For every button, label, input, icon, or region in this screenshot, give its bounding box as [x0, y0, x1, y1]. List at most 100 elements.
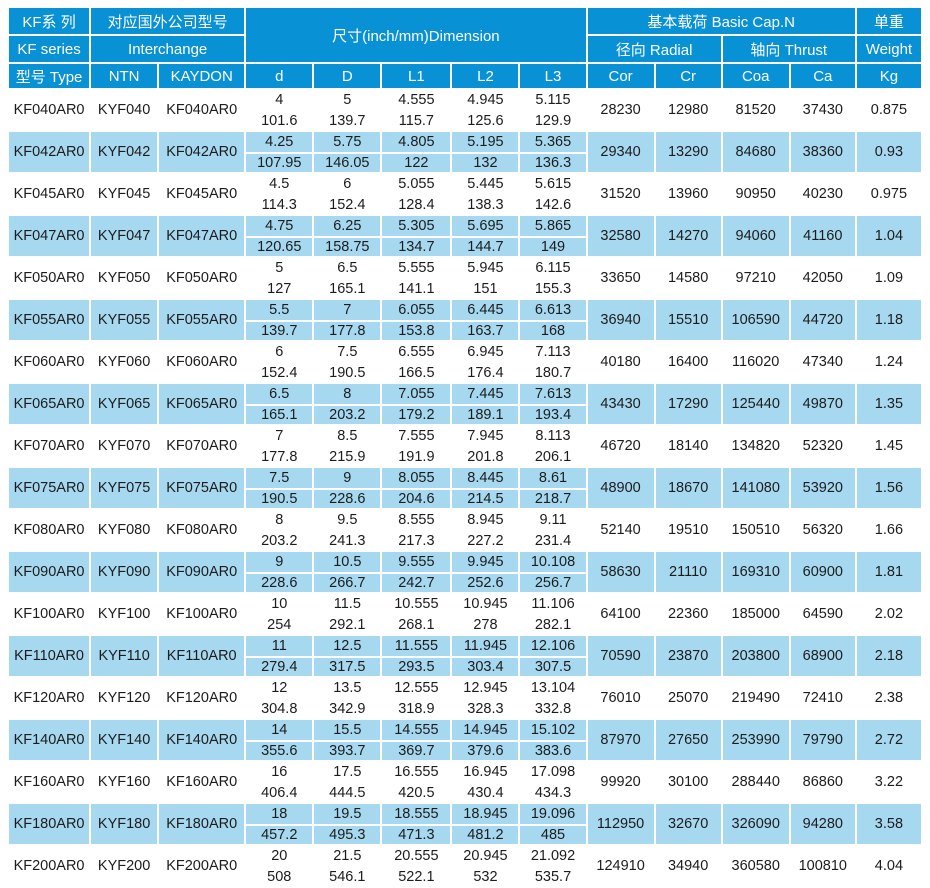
dimension-mm-value: 241.3 [329, 533, 366, 549]
dimension-inch-value: 6.5 [246, 384, 313, 406]
header-col-cr: Cr [655, 64, 721, 88]
dimension-mm-value: 293.5 [398, 659, 435, 675]
dimension-cell-D: 11.5 292.1 [314, 594, 381, 634]
dimension-inch-value: 6.055 [382, 300, 451, 322]
ca-cell: 64590 [790, 594, 855, 634]
coa-cell: 185000 [722, 594, 789, 634]
model-type-cell: KF040AR0 [9, 90, 90, 130]
dimension-mm-value: 128.4 [398, 197, 435, 213]
coa-cell: 90950 [722, 174, 789, 214]
kg-cell: 1.56 [856, 468, 921, 508]
table-row: KF075AR0 KYF075 KF075AR0 7.5 190.5 9 228.6 8.05… [9, 468, 921, 508]
coa-cell: 94060 [722, 216, 789, 256]
ntn-model-cell: KYF100 [91, 594, 158, 634]
table-row: KF180AR0 KYF180 KF180AR0 18 457.2 19.5 495.3 18… [9, 804, 921, 844]
dimension-inch-value: 12.5 [314, 636, 381, 658]
dimension-mm-value: 546.1 [329, 869, 366, 885]
dimension-mm-value: 522.1 [398, 869, 435, 885]
header-basic-cap: 基本载荷 Basic Cap.N [587, 8, 855, 34]
dimension-cell-L2: 9.945 252.6 [452, 552, 519, 592]
coa-cell: 116020 [722, 342, 789, 382]
dimension-inch-value: 6.945 [452, 342, 519, 364]
dimension-cell-L1: 6.055 153.8 [382, 300, 451, 340]
cor-cell: 52140 [587, 510, 654, 550]
kg-cell: 1.09 [856, 258, 921, 298]
table-row: KF110AR0 KYF110 KF110AR0 11 279.4 12.5 317.5 11… [9, 636, 921, 676]
dimension-mm-value: 268.1 [398, 617, 435, 633]
dimension-inch-value: 11.106 [520, 594, 586, 616]
dimension-inch-value: 10.555 [382, 594, 451, 616]
dimension-cell-L3: 9.11 231.4 [520, 510, 586, 550]
cor-cell: 112950 [587, 804, 654, 844]
cr-cell: 21110 [655, 552, 721, 592]
model-type-cell: KF060AR0 [9, 342, 90, 382]
dimension-cell-D: 17.5 444.5 [314, 762, 381, 802]
dimension-mm-value: 151 [473, 281, 498, 297]
dimension-mm-value: 139.7 [261, 323, 298, 339]
table-row: KF050AR0 KYF050 KF050AR0 5 127 6.5 165.1 5.555 1… [9, 258, 921, 298]
table-body: KF040AR0 KYF040 KF040AR0 4 101.6 5 139.7 4.555 1… [9, 90, 921, 886]
dimension-cell-L1: 18.555 471.3 [382, 804, 451, 844]
dimension-mm-value: 136.3 [534, 155, 572, 171]
kaydon-model-cell: KF200AR0 [159, 846, 245, 886]
dimension-cell-L2: 16.945 430.4 [452, 762, 519, 802]
model-type-cell: KF140AR0 [9, 720, 90, 760]
kg-cell: 1.45 [856, 426, 921, 466]
dimension-cell-d: 7.5 190.5 [246, 468, 313, 508]
coa-cell: 141080 [722, 468, 789, 508]
dimension-cell-L3: 7.613 193.4 [520, 384, 586, 424]
dimension-inch-value: 8.555 [382, 510, 451, 532]
dimension-inch-value: 13.104 [520, 678, 586, 700]
dimension-mm-value: 256.7 [534, 575, 572, 591]
header-col-d: d [246, 64, 313, 88]
kg-cell: 0.975 [856, 174, 921, 214]
kg-cell: 3.22 [856, 762, 921, 802]
dimension-mm-value: 139.7 [329, 113, 366, 129]
dimension-cell-D: 8 203.2 [314, 384, 381, 424]
dimension-mm-value: 332.8 [534, 701, 572, 717]
table-row: KF120AR0 KYF120 KF120AR0 12 304.8 13.5 342.9 12… [9, 678, 921, 718]
dimension-cell-L3: 6.115 155.3 [520, 258, 586, 298]
dimension-inch-value: 7.055 [382, 384, 451, 406]
dimension-cell-d: 7 177.8 [246, 426, 313, 466]
dimension-cell-L3: 17.098 434.3 [520, 762, 586, 802]
dimension-cell-L1: 7.555 191.9 [382, 426, 451, 466]
ntn-model-cell: KYF075 [91, 468, 158, 508]
dimension-inch-value: 10 [246, 594, 313, 616]
kg-cell: 2.18 [856, 636, 921, 676]
dimension-mm-value: 166.5 [398, 365, 435, 381]
dimension-mm-value: 190.5 [261, 491, 298, 507]
dimension-mm-value: 434.3 [534, 785, 572, 801]
kaydon-model-cell: KF110AR0 [159, 636, 245, 676]
cr-cell: 12980 [655, 90, 721, 130]
cor-cell: 76010 [587, 678, 654, 718]
dimension-mm-value: 203.2 [329, 407, 366, 423]
kaydon-model-cell: KF055AR0 [159, 300, 245, 340]
dimension-cell-L3: 19.096 485 [520, 804, 586, 844]
dimension-mm-value: 155.3 [534, 281, 572, 297]
coa-cell: 150510 [722, 510, 789, 550]
ntn-model-cell: KYF120 [91, 678, 158, 718]
ntn-model-cell: KYF160 [91, 762, 158, 802]
dimension-mm-value: 149 [540, 239, 566, 255]
cor-cell: 33650 [587, 258, 654, 298]
dimension-mm-value: 420.5 [398, 785, 435, 801]
dimension-cell-L3: 10.108 256.7 [520, 552, 586, 592]
ntn-model-cell: KYF080 [91, 510, 158, 550]
dimension-cell-d: 5 127 [246, 258, 313, 298]
cr-cell: 32670 [655, 804, 721, 844]
dimension-cell-d: 4 101.6 [246, 90, 313, 130]
coa-cell: 134820 [722, 426, 789, 466]
dimension-mm-value: 177.8 [261, 449, 298, 465]
ca-cell: 37430 [790, 90, 855, 130]
dimension-inch-value: 6 [246, 342, 313, 364]
header-col-L3: L3 [520, 64, 586, 88]
ntn-model-cell: KYF180 [91, 804, 158, 844]
cor-cell: 70590 [587, 636, 654, 676]
dimension-mm-value: 165.1 [261, 407, 298, 423]
header-col-kg: Kg [856, 64, 921, 88]
header-weight-cn: 单重 [856, 8, 921, 34]
dimension-cell-L1: 20.555 522.1 [382, 846, 451, 886]
dimension-inch-value: 5.365 [520, 132, 586, 154]
kg-cell: 1.24 [856, 342, 921, 382]
